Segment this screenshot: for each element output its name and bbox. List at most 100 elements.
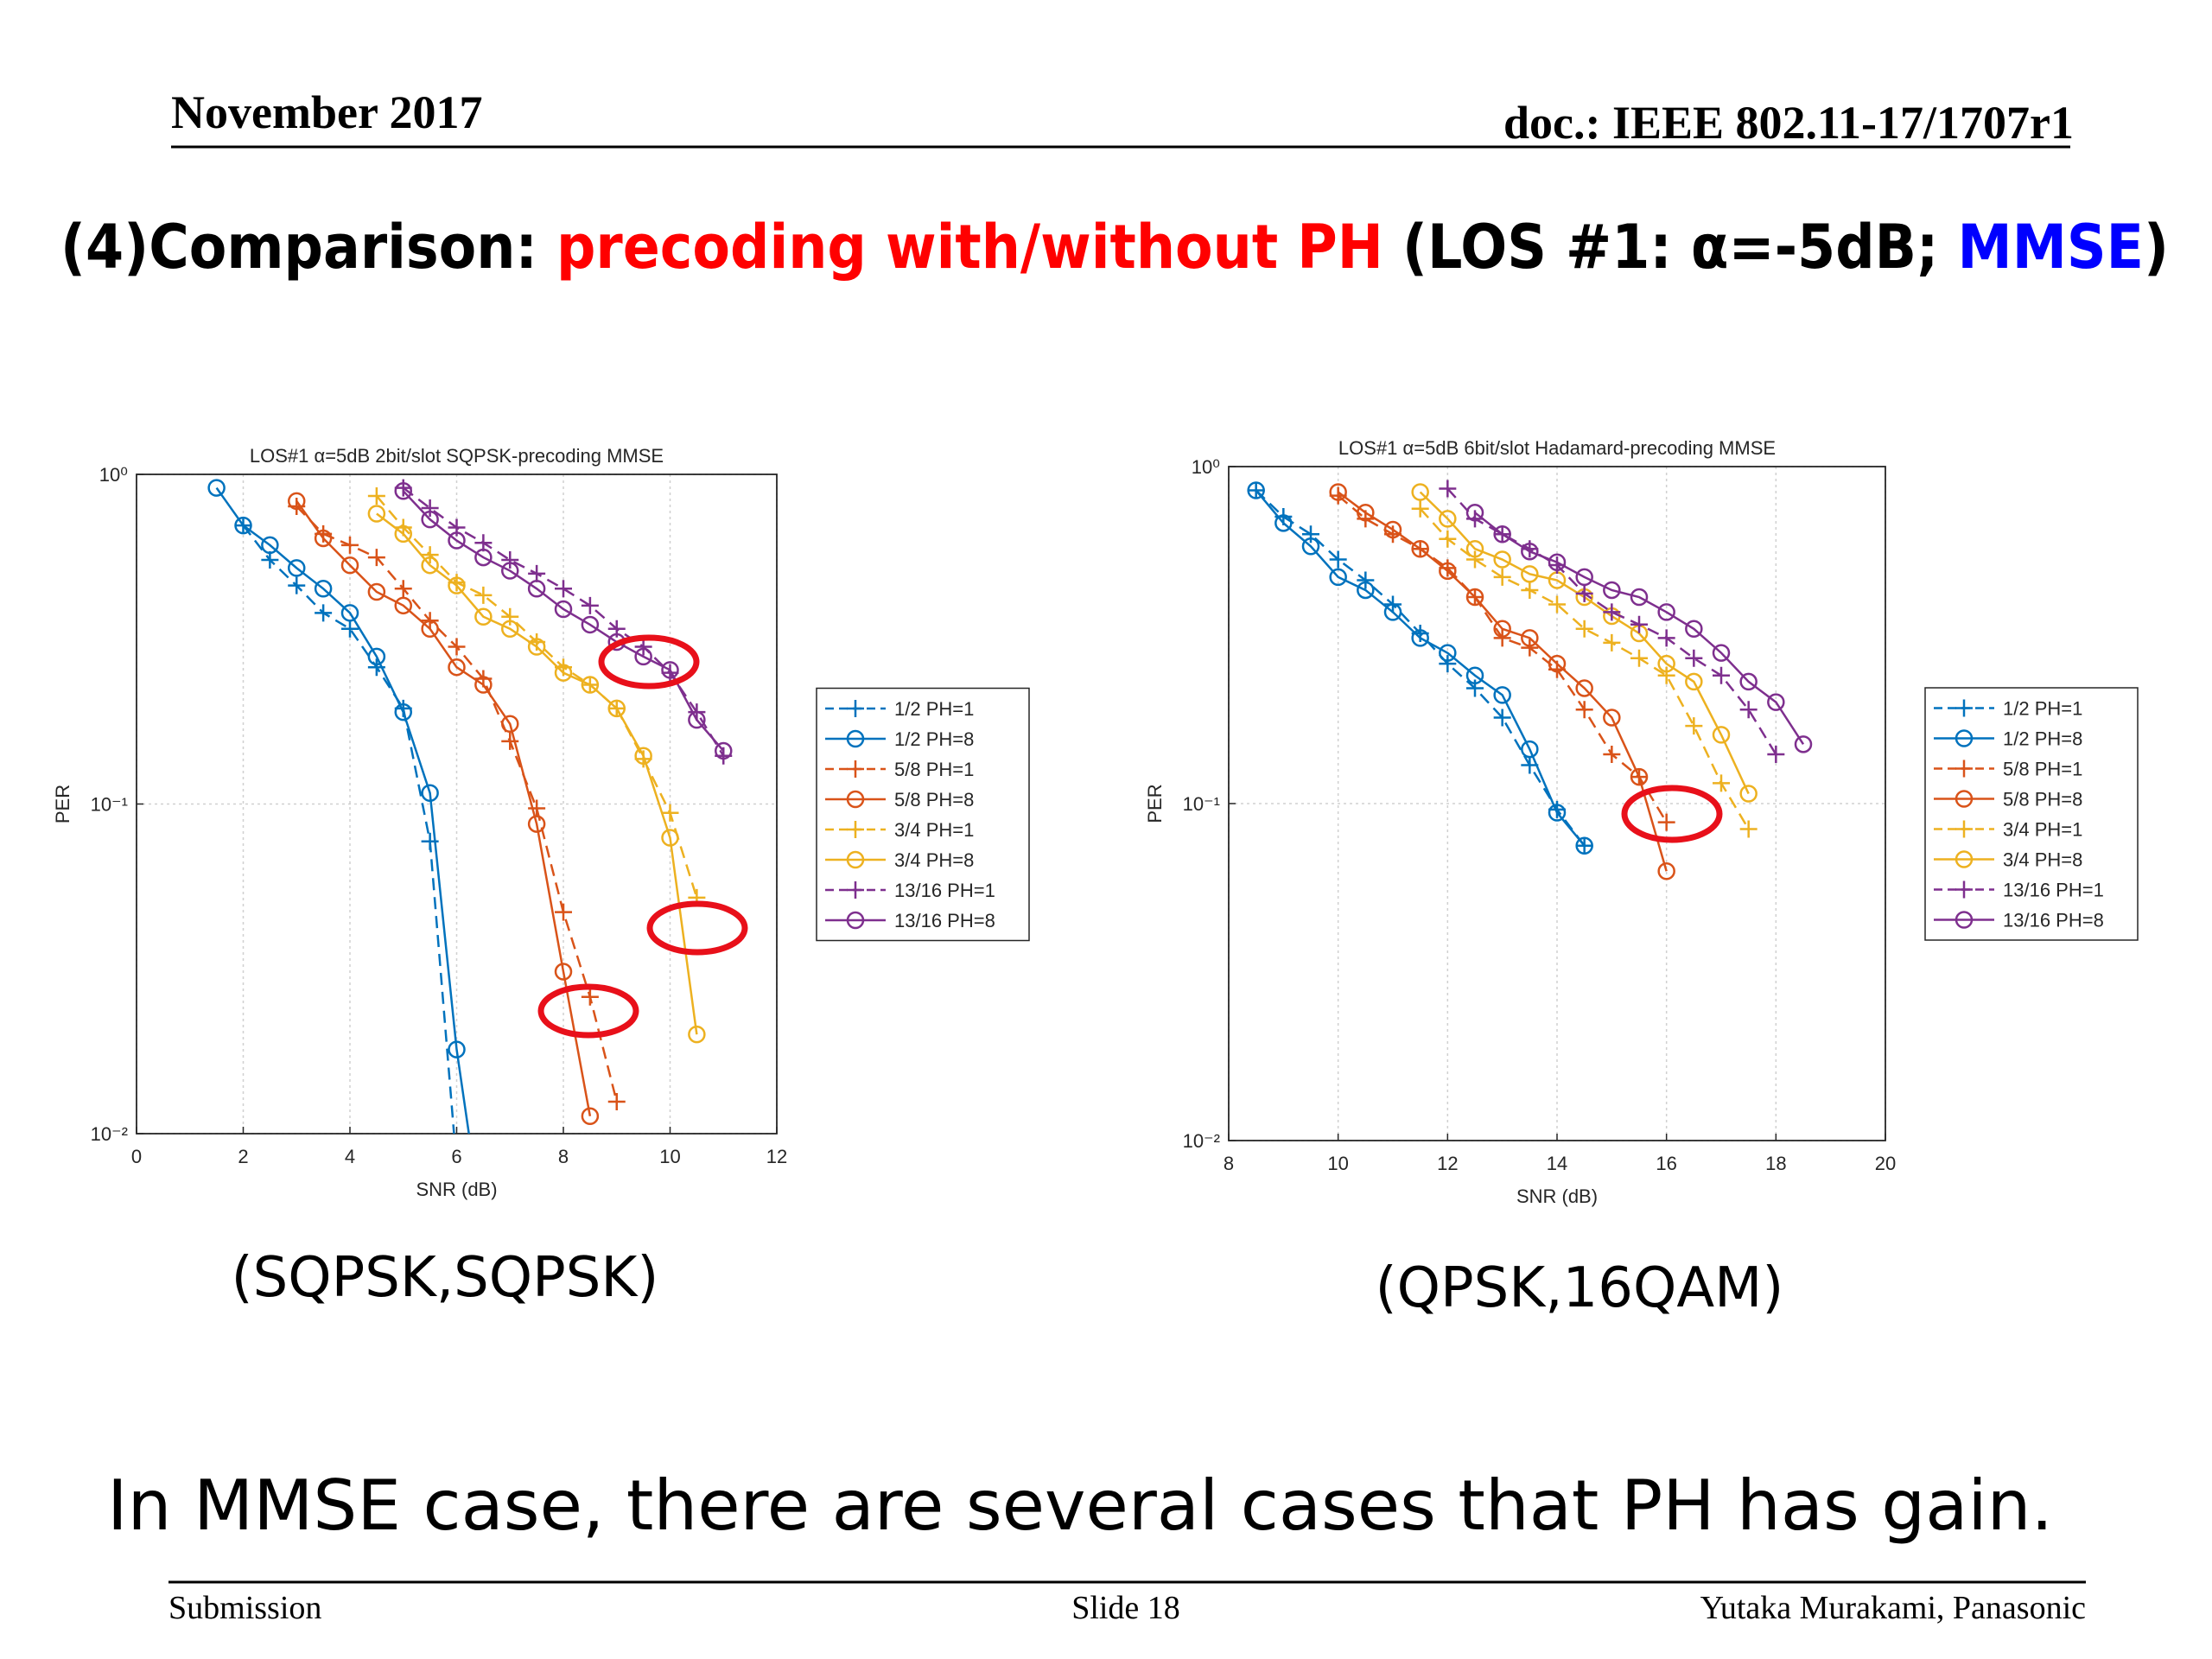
marker <box>1439 480 1457 498</box>
marker <box>1657 629 1675 647</box>
axes-box <box>1228 466 1886 1141</box>
marker <box>1575 836 1593 855</box>
y-tick-label: 10⁻² <box>1183 1130 1220 1152</box>
marker <box>1713 774 1730 792</box>
marker <box>448 531 466 550</box>
y-tick-label: 10⁰ <box>1192 456 1220 478</box>
marker <box>607 1093 626 1111</box>
marker <box>261 551 279 569</box>
x-tick-label: 20 <box>1875 1153 1896 1174</box>
marker <box>421 499 439 518</box>
footer-right: Yutaka Murakami, Panasonic <box>1700 1590 2086 1626</box>
marker <box>846 790 865 809</box>
x-tick-label: 6 <box>451 1146 461 1167</box>
marker <box>1739 785 1758 803</box>
marker <box>1411 499 1429 518</box>
marker <box>1548 595 1566 613</box>
legend-label: 3/4 PH=8 <box>2003 849 2082 871</box>
marker <box>448 1040 466 1058</box>
marker <box>421 546 439 564</box>
marker <box>1685 672 1703 691</box>
marker <box>367 647 386 666</box>
marker <box>847 700 864 717</box>
marker <box>581 615 600 634</box>
marker <box>1521 639 1539 657</box>
marker <box>581 988 599 1006</box>
marker <box>1439 510 1457 528</box>
marker <box>448 658 466 677</box>
marker <box>1493 686 1511 704</box>
marker <box>234 516 252 535</box>
marker <box>1466 550 1484 569</box>
legend-label: 13/16 PH=8 <box>894 910 995 931</box>
chart-title: LOS#1 α=5dB 6bit/slot Hadamard-precoding… <box>1338 437 1776 459</box>
marker <box>1603 746 1621 764</box>
marker <box>1630 588 1649 607</box>
marker <box>634 647 652 666</box>
marker <box>1603 581 1621 600</box>
x-tick-label: 2 <box>238 1146 248 1167</box>
x-tick-label: 16 <box>1656 1153 1676 1174</box>
marker <box>1657 666 1675 684</box>
legend-label: 1/2 PH=1 <box>2003 698 2082 720</box>
marker <box>448 638 466 656</box>
marker <box>634 747 652 766</box>
marker <box>1685 649 1703 667</box>
marker <box>1955 880 1973 899</box>
legend-box <box>1924 687 2139 941</box>
marker <box>288 559 306 577</box>
marker <box>1247 481 1265 499</box>
marker <box>288 492 306 511</box>
marker <box>688 1025 706 1044</box>
marker <box>1955 911 1974 929</box>
x-tick-label: 0 <box>131 1146 142 1167</box>
marker <box>1657 603 1675 621</box>
marker <box>1603 603 1621 621</box>
legend-label: 13/16 PH=1 <box>894 880 995 901</box>
marker <box>1411 483 1429 501</box>
marker <box>1548 654 1567 673</box>
marker <box>1357 581 1375 600</box>
marker <box>1630 649 1648 667</box>
marker <box>554 600 573 619</box>
marker <box>1493 550 1511 569</box>
marker <box>474 676 493 694</box>
marker <box>1575 568 1593 587</box>
marker <box>1301 537 1320 556</box>
marker <box>1329 550 1347 569</box>
marker <box>367 486 385 505</box>
slide-title: (4)Comparison: precoding with/without PH… <box>60 212 2169 283</box>
marker <box>1575 584 1593 602</box>
marker <box>528 564 546 582</box>
marker <box>1713 666 1730 684</box>
marker <box>421 620 439 638</box>
marker <box>1521 542 1539 561</box>
marker <box>1411 539 1429 558</box>
chart: 8 10 12 14 16 18 20 10⁻² 10⁻¹ 10⁰ LOS#1 α=5dB 6bit… <box>1144 437 2139 1207</box>
marker <box>367 549 385 567</box>
x-axis-label: SNR (dB) <box>1516 1185 1598 1207</box>
series-line <box>402 490 725 752</box>
marker <box>474 607 493 626</box>
marker <box>1712 726 1731 744</box>
x-tick-label: 10 <box>659 1146 680 1167</box>
legend-label: 1/2 PH=8 <box>2003 728 2082 750</box>
marker <box>1493 620 1511 639</box>
marker <box>1439 655 1457 673</box>
marker <box>1302 525 1319 543</box>
marker <box>846 911 865 930</box>
x-tick-label: 8 <box>1224 1153 1234 1174</box>
marker <box>501 732 519 750</box>
header-date: November 2017 <box>171 86 482 138</box>
marker <box>1955 729 1974 747</box>
marker <box>501 562 519 580</box>
y-tick-label: 10⁰ <box>99 464 128 486</box>
x-tick-label: 10 <box>1327 1153 1348 1174</box>
caption: (SQPSK,SQPSK) <box>232 1246 659 1310</box>
marker <box>528 799 546 817</box>
series-line <box>296 500 592 1116</box>
marker <box>501 715 519 734</box>
series-line <box>376 512 698 1035</box>
marker <box>1657 862 1675 880</box>
